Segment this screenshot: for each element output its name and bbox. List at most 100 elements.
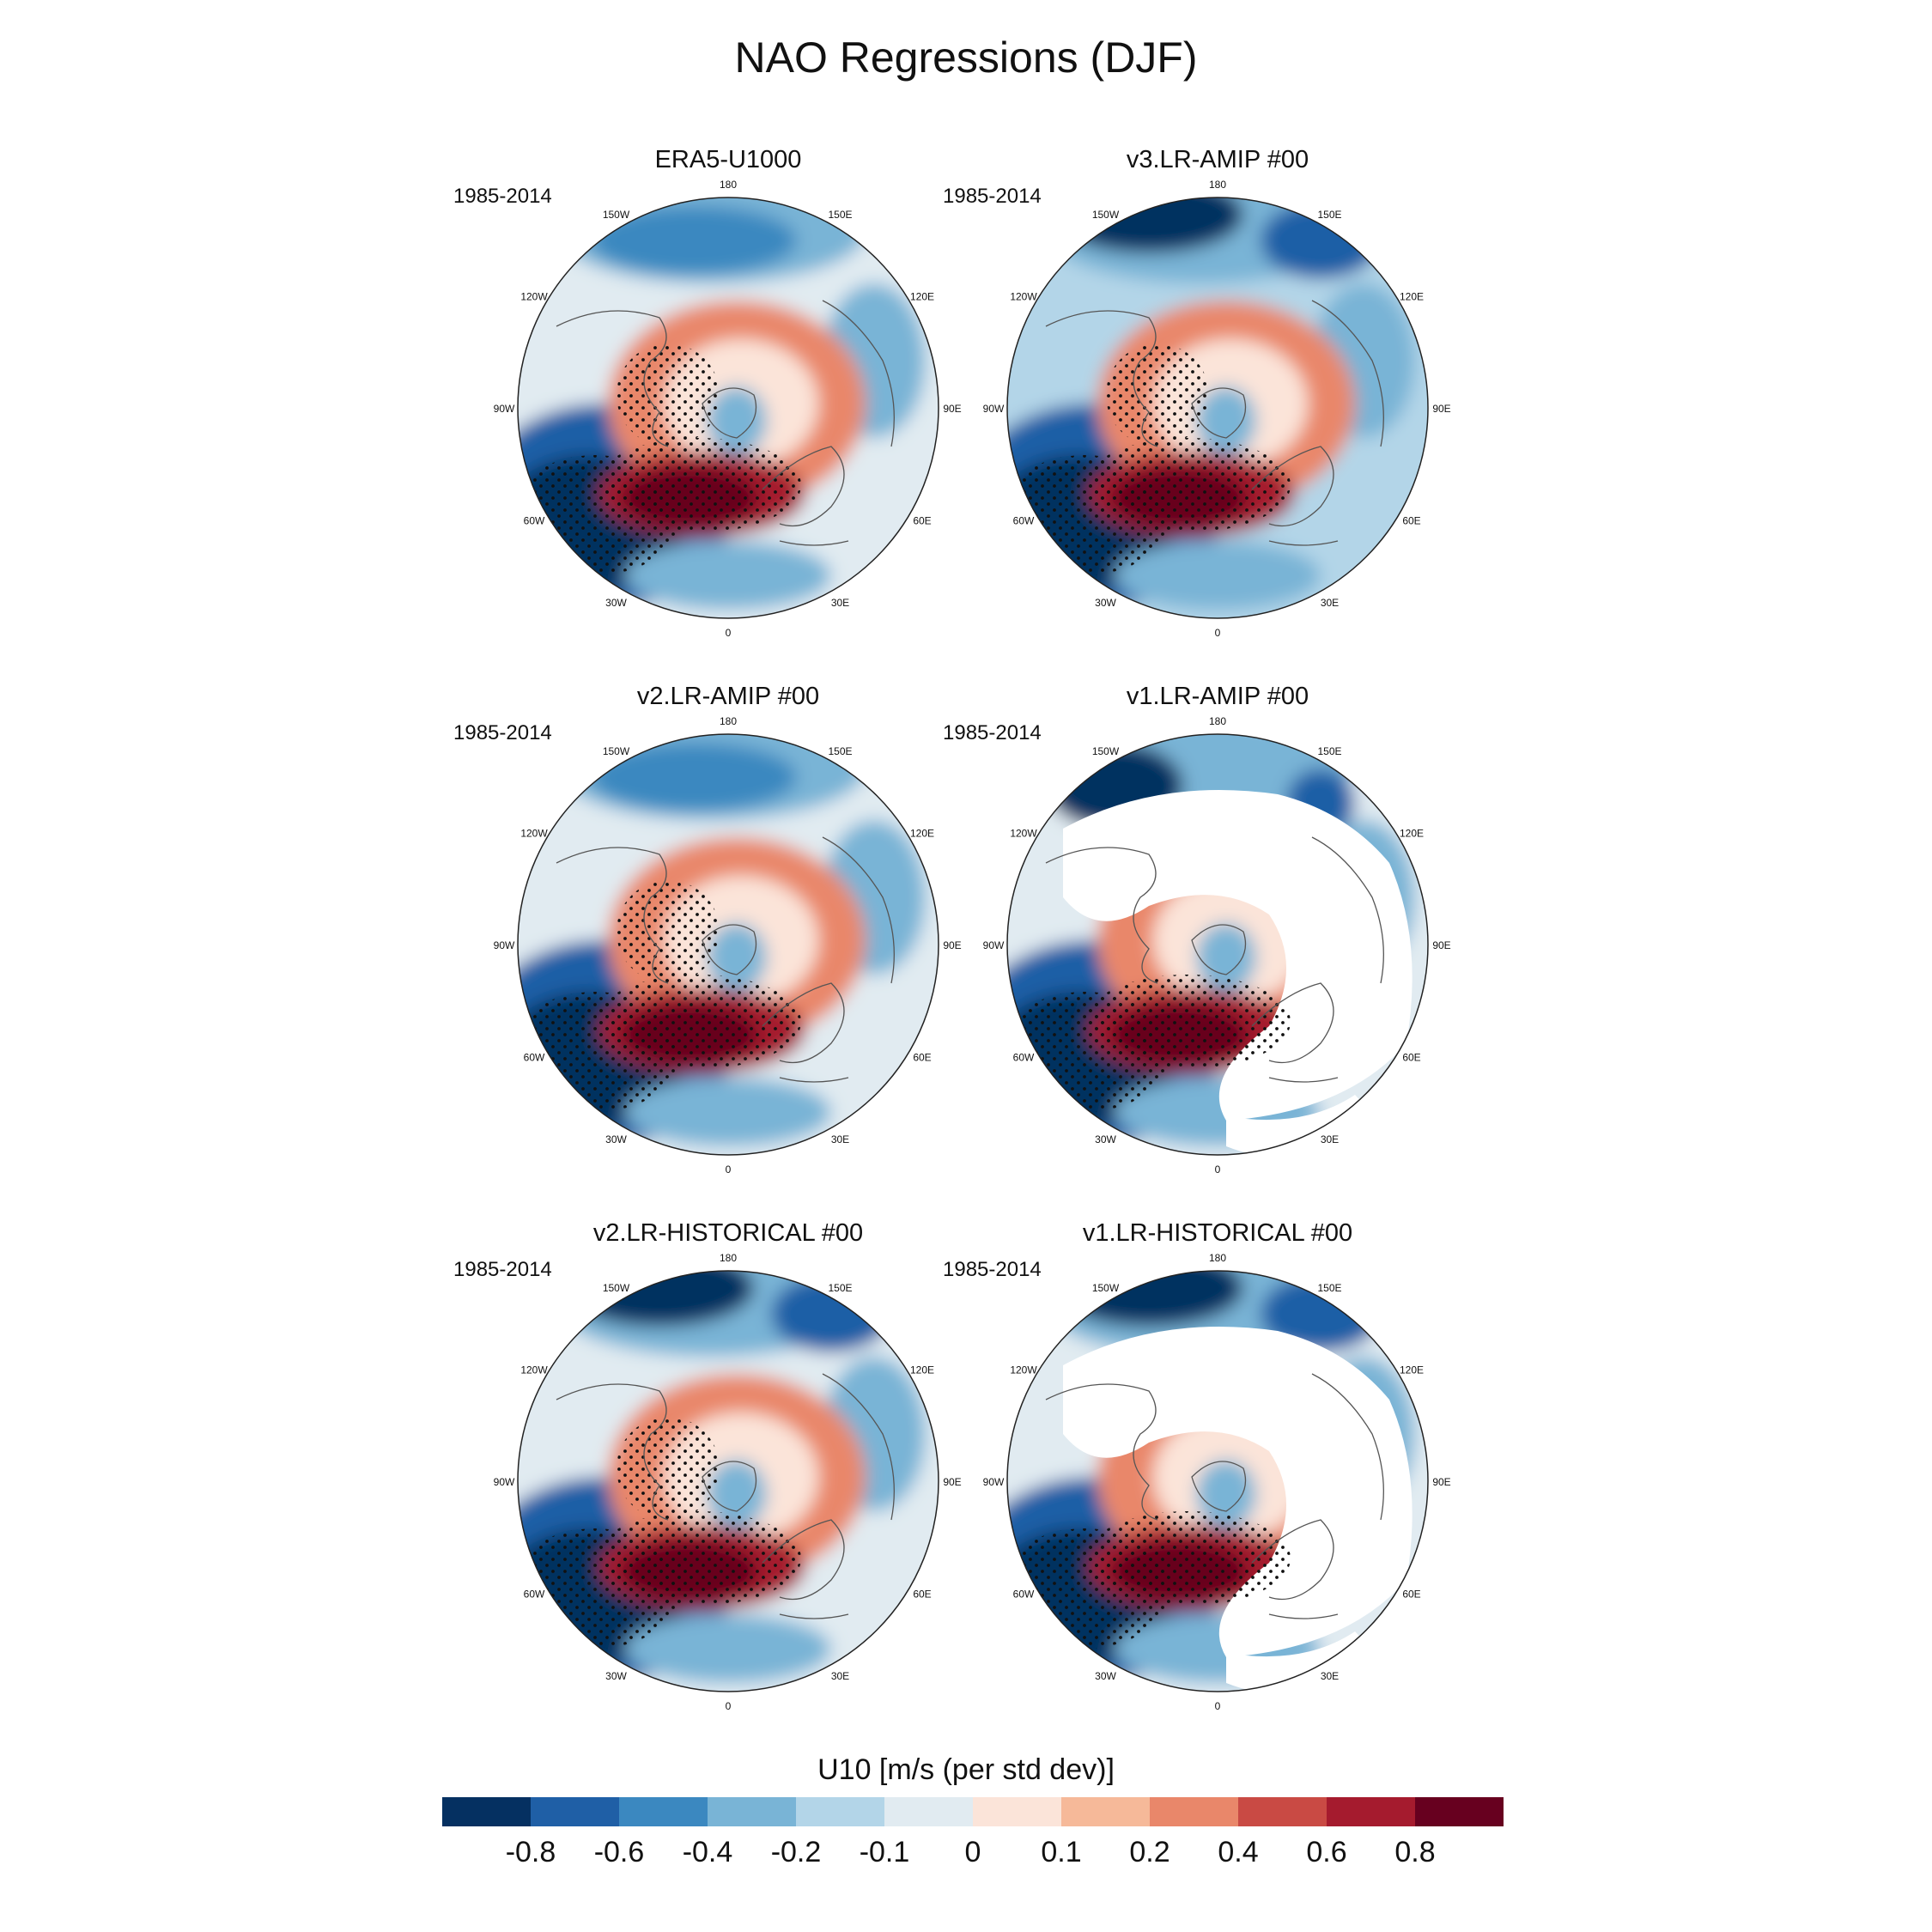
map-boundary [1006, 197, 1429, 619]
longitude-label: 60W [524, 1589, 545, 1601]
longitude-label: 120E [1400, 291, 1424, 303]
panel-title: ERA5-U1000 [654, 146, 802, 173]
longitude-label: 150W [603, 1282, 630, 1294]
longitude-label: 0 [1215, 1700, 1221, 1712]
longitude-label: 150W [603, 209, 630, 221]
colorbar-label: U10 [m/s (per std dev)] [817, 1753, 1115, 1786]
colorbar-tick-label: -0.4 [682, 1836, 733, 1868]
longitude-label: 60E [1402, 515, 1420, 527]
map-boundary [517, 1270, 939, 1692]
longitude-label: 120W [1010, 828, 1037, 840]
longitude-label: 30W [1095, 1133, 1116, 1145]
polar-map: 180 150E 120E 90E 60E 30E 0 30W 60W 90W 120W 150W [983, 179, 1451, 639]
colorbar-bin [1415, 1797, 1504, 1826]
longitude-label: 0 [726, 1163, 732, 1176]
coastlines [556, 1373, 895, 1619]
longitude-label: 30W [1095, 1670, 1116, 1682]
longitude-label: 90W [494, 939, 515, 951]
longitude-label: 150E [1317, 745, 1341, 757]
longitude-label: 30E [1321, 597, 1339, 609]
longitude-label: 150E [828, 1282, 852, 1294]
colorbar-tick-label: 0 [964, 1836, 981, 1868]
longitude-label: 90E [943, 403, 961, 415]
panel-period: 1985-2014 [453, 721, 552, 744]
panel-title: v1.LR-AMIP #00 [1126, 683, 1309, 710]
longitude-label: 60E [913, 515, 931, 527]
colorbar-bin [1150, 1797, 1238, 1826]
longitude-label: 120E [910, 291, 934, 303]
longitude-label: 90W [983, 1476, 1005, 1488]
longitude-label: 150E [1317, 209, 1341, 221]
longitude-label: 90W [494, 1476, 515, 1488]
coastlines [1045, 836, 1384, 1083]
longitude-label: 120W [1010, 291, 1037, 303]
longitude-label: 90E [1432, 403, 1450, 415]
coastlines [556, 836, 895, 1083]
longitude-label: 30E [831, 1670, 849, 1682]
longitude-label: 180 [720, 179, 737, 191]
longitude-label: 90E [943, 1476, 961, 1488]
longitude-label: 120E [910, 1364, 934, 1376]
longitude-label: 30E [831, 597, 849, 609]
panel-title: v2.LR-AMIP #00 [636, 683, 820, 710]
panel-period: 1985-2014 [943, 185, 1042, 208]
polar-map: 180 150E 120E 90E 60E 30E 0 30W 60W 90W 120W 150W [494, 715, 962, 1176]
u10-field [1007, 197, 1428, 618]
colorbar-tick-label: -0.6 [593, 1836, 645, 1868]
longitude-label: 120W [520, 291, 548, 303]
longitude-label: 150W [603, 745, 630, 757]
main-title: NAO Regressions (DJF) [734, 33, 1198, 82]
coastlines [1045, 300, 1384, 546]
longitude-label: 180 [1209, 715, 1226, 727]
longitude-label: 60W [524, 515, 545, 527]
longitude-label: 30E [831, 1133, 849, 1145]
colorbar-tick-label: 0.8 [1394, 1836, 1436, 1868]
longitude-label: 120E [910, 828, 934, 840]
map-boundary [517, 197, 939, 619]
longitude-label: 60W [1013, 515, 1035, 527]
map-panel: v1.LR-HISTORICAL #00 1985-2014 180 150E 120E… [943, 1219, 1492, 1717]
colorbar-tick-label: 0.6 [1306, 1836, 1347, 1868]
significance-stippling [518, 1417, 801, 1649]
longitude-label: 120W [1010, 1364, 1037, 1376]
panel-period: 1985-2014 [453, 185, 552, 208]
longitude-label: 120E [1400, 828, 1424, 840]
colorbar-bin [442, 1797, 531, 1826]
map-boundary [1006, 733, 1429, 1156]
longitude-label: 120W [520, 828, 548, 840]
colorbar-bin [973, 1797, 1061, 1826]
longitude-label: 30E [1321, 1670, 1339, 1682]
longitude-label: 30E [1321, 1133, 1339, 1145]
map-panel: v2.LR-AMIP #00 1985-2014 180 150E 120E 90E 60E… [453, 683, 1003, 1181]
longitude-label: 0 [1215, 1163, 1221, 1176]
panel-period: 1985-2014 [943, 1258, 1042, 1281]
longitude-label: 60E [913, 1052, 931, 1064]
u10-field [518, 1271, 939, 1692]
longitude-label: 90E [1432, 939, 1450, 951]
longitude-label: 0 [726, 1700, 732, 1712]
longitude-label: 90W [983, 403, 1005, 415]
colorbar-bin [708, 1797, 796, 1826]
longitude-label: 180 [720, 1252, 737, 1264]
colorbar-tick-label: 0.2 [1129, 1836, 1170, 1868]
colorbar-tick-label: -0.2 [770, 1836, 822, 1868]
u10-field [1007, 734, 1428, 1155]
map-panel: v2.LR-HISTORICAL #00 1985-2014 180 150E 120E… [453, 1219, 1003, 1717]
longitude-label: 90E [943, 939, 961, 951]
longitude-label: 150E [828, 209, 852, 221]
colorbar-bin [1061, 1797, 1150, 1826]
colorbar-bin [619, 1797, 708, 1826]
longitude-label: 60W [1013, 1052, 1035, 1064]
longitude-label: 60E [1402, 1589, 1420, 1601]
colorbar [442, 1797, 1504, 1826]
longitude-label: 30W [605, 1133, 627, 1145]
panel-period: 1985-2014 [453, 1258, 552, 1281]
map-panel: v3.LR-AMIP #00 1985-2014 180 150E 120E 90E 60E… [943, 146, 1492, 644]
longitude-label: 0 [726, 627, 732, 639]
panel-title: v1.LR-HISTORICAL #00 [1082, 1219, 1353, 1247]
panel-title: v2.LR-HISTORICAL #00 [592, 1219, 864, 1247]
colorbar-bin [796, 1797, 884, 1826]
significance-stippling [1007, 343, 1291, 575]
colorbar-tick-label: -0.8 [505, 1836, 556, 1868]
longitude-label: 60W [524, 1052, 545, 1064]
